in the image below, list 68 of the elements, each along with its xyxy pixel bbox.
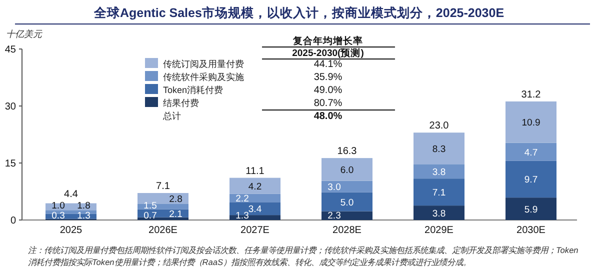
data-label: 1.8	[77, 200, 90, 212]
data-label: 0.3	[52, 210, 65, 222]
bar	[322, 180, 372, 192]
bar	[230, 178, 280, 194]
y-tick-label: 30	[4, 102, 16, 112]
data-label: 3.4	[248, 204, 262, 216]
data-label: 4.2	[248, 181, 262, 192]
bar	[506, 142, 556, 161]
total-label: 4.4	[64, 189, 78, 200]
annotation: 49.0%	[314, 85, 342, 96]
x-tick-label: 2025	[60, 225, 83, 236]
bar	[414, 206, 464, 220]
bar	[138, 204, 188, 210]
y-tick-label: 15	[4, 158, 16, 170]
data-label: 10.9	[522, 118, 540, 129]
bar	[506, 160, 556, 198]
x-tick-label: 2026E	[148, 225, 178, 236]
bar	[322, 192, 372, 212]
total-label: 31.2	[521, 89, 542, 100]
total-label: 11.1	[246, 166, 265, 177]
total-label: 16.3	[337, 146, 358, 158]
data-label: 4.7	[524, 147, 538, 158]
data-label: 5.9	[524, 204, 538, 216]
y-tick-label: 0	[10, 216, 16, 226]
x-tick-label: 2030E	[516, 225, 546, 236]
annotation: 35.9%	[314, 72, 342, 83]
text: 注：传统订阅及用量付费包括周期性软件订阅及按会话次数、任务量等使用量计费；传统软件采购及实施包括系统集成、定制开发及部署实施等费用；Token消耗付费指按实际Token使用量计费；结果付费（RaaS）指按照有效线索、转化、成交等约定业务成果计费或进行业绩分成。	[28, 244, 580, 268]
data-label: 2.8	[169, 194, 182, 205]
data-label: 7.1	[432, 188, 446, 199]
annotation: 44.1%	[314, 59, 342, 70]
data-label: 3.8	[432, 208, 446, 220]
data-label: 0.7	[144, 210, 157, 222]
legend-label: 结果付费	[163, 98, 199, 108]
data-label: 2.2	[236, 193, 249, 204]
legend-label: 传统订阅及用量付费	[163, 59, 244, 69]
data-label: 1.3	[236, 210, 249, 222]
data-label: 2.1	[169, 208, 182, 220]
x-tick-label: 2027E	[240, 225, 270, 236]
legend-label: 传统软件采购及实施	[163, 72, 244, 82]
x-tick-label: 2029E	[424, 225, 454, 236]
y-axis-title: 十亿美元	[6, 29, 43, 39]
total-label: 7.1	[156, 181, 170, 192]
chart-title: 全球Agentic Sales市场规模，以收入计，按商业模式划分，2025-2030E	[92, 5, 504, 20]
data-label: 1.0	[52, 200, 65, 212]
bar	[506, 198, 556, 220]
bar	[506, 101, 556, 143]
x-tick-label: 2028E	[332, 225, 362, 236]
data-label: 1.3	[77, 210, 90, 222]
bar	[414, 132, 464, 164]
data-label: 9.7	[524, 174, 538, 186]
data-label: 3.8	[432, 166, 446, 178]
annotation: 总计	[162, 111, 181, 121]
data-label: 1.5	[144, 200, 157, 212]
total-label: 23.0	[429, 120, 450, 132]
annotation: 48.0%	[314, 111, 342, 122]
data-label: 5.0	[340, 197, 354, 208]
annotation: 2025-2030(预测)	[292, 47, 364, 59]
data-label: 8.3	[432, 144, 446, 155]
y-tick-label: 45	[4, 44, 16, 56]
data-label: 3.0	[328, 182, 341, 194]
data-label: 6.0	[340, 164, 354, 176]
data-label: 2.3	[328, 210, 341, 222]
text: 复合年均增长率	[292, 35, 363, 47]
bar	[322, 158, 372, 181]
bar	[414, 164, 464, 179]
bar	[414, 178, 464, 206]
legend-label: Token消耗付费	[163, 85, 224, 95]
annotation: 80.7%	[314, 98, 342, 109]
